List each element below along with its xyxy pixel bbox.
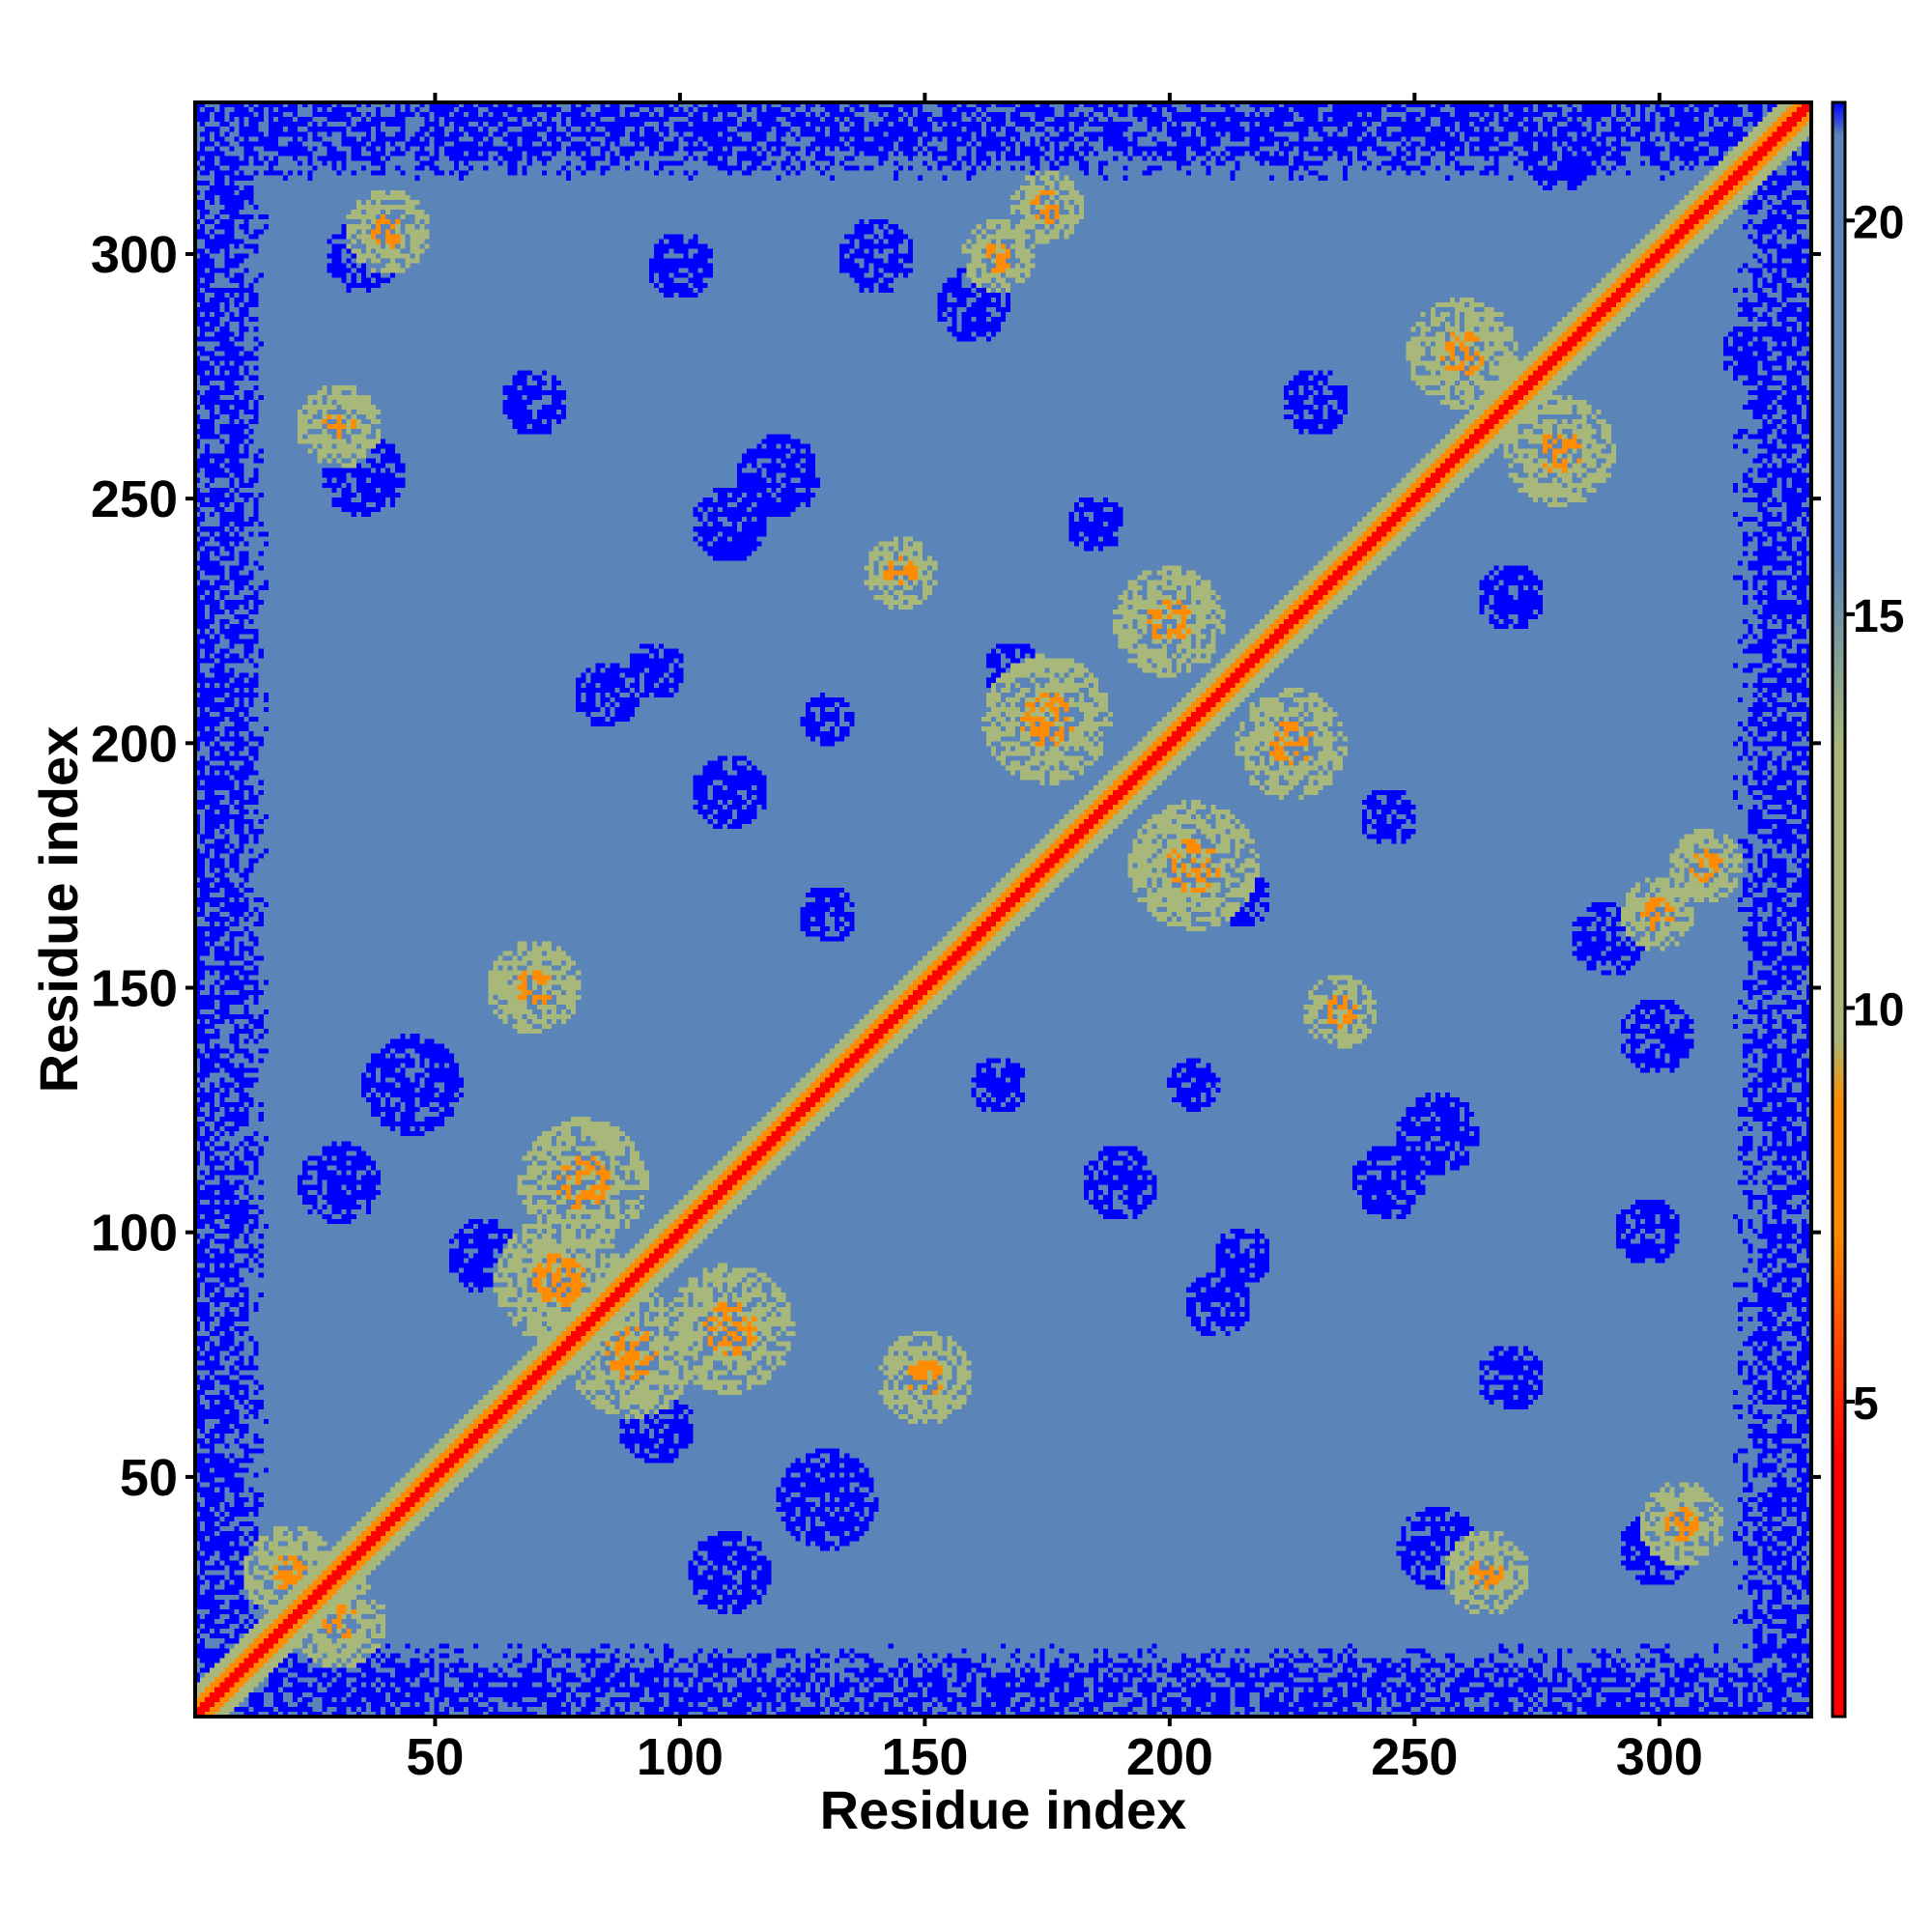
colorbar-scale (1831, 100, 1847, 1719)
x-axis: 50 100 150 200 250 300 (406, 93, 1703, 1786)
x-tick-label: 150 (881, 1728, 968, 1786)
x-tick-label: 100 (637, 1728, 724, 1786)
distance-heatmap (195, 102, 1811, 1717)
x-tick-label: 300 (1616, 1728, 1703, 1786)
y-axis-title: Residue index (28, 726, 89, 1094)
colorbar-tick-label: 10 (1853, 984, 1904, 1036)
colorbar-tick-label: 5 (1853, 1378, 1879, 1430)
plot-frame (193, 100, 1813, 1719)
x-tick-label: 250 (1371, 1728, 1458, 1786)
y-tick-label: 200 (91, 715, 178, 773)
colorbar: 5 10 15 20 (1811, 100, 1904, 1719)
colorbar-tick-label: 20 (1853, 197, 1904, 248)
y-axis: 50 100 150 200 250 300 (91, 226, 195, 1507)
x-axis-title: Residue index (820, 1779, 1187, 1840)
x-tick-label: 50 (406, 1728, 464, 1786)
y-tick-label: 150 (91, 960, 178, 1018)
x-tick-label: 200 (1126, 1728, 1213, 1786)
y-tick-label: 300 (91, 226, 178, 284)
y-tick-label: 250 (91, 470, 178, 528)
y-tick-label: 100 (91, 1205, 178, 1263)
y-tick-label: 50 (120, 1449, 178, 1507)
heatmap-cells (195, 102, 1811, 1717)
colorbar-tick-label: 15 (1853, 591, 1904, 642)
